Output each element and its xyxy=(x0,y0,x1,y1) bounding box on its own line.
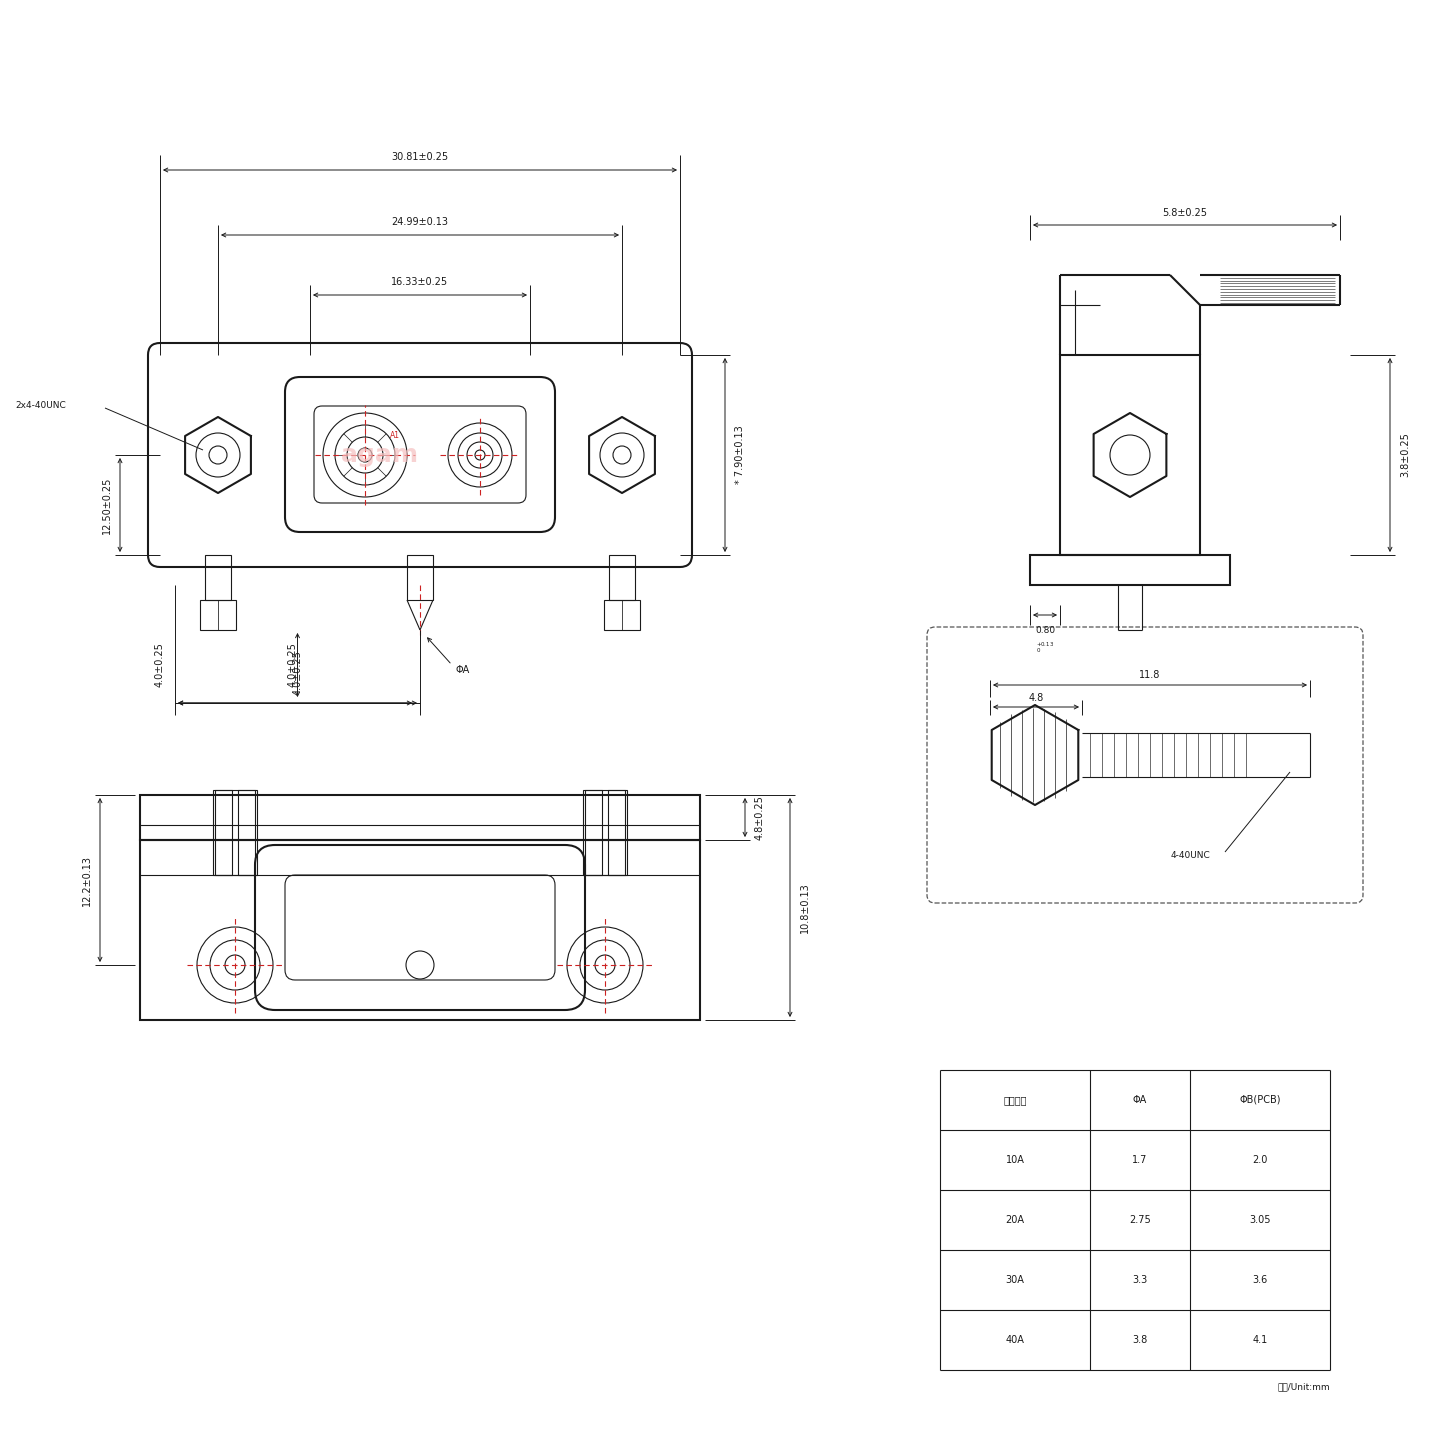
Text: 4.0±0.25: 4.0±0.25 xyxy=(288,642,298,687)
Text: 30A: 30A xyxy=(1005,1274,1024,1284)
Text: ΦB(PCB): ΦB(PCB) xyxy=(1240,1094,1280,1104)
Text: 3.8±0.25: 3.8±0.25 xyxy=(1400,432,1410,478)
Text: 5.8±0.25: 5.8±0.25 xyxy=(1162,207,1208,217)
Text: $^{+0.13}_{0}$: $^{+0.13}_{0}$ xyxy=(1035,639,1054,655)
Text: 40A: 40A xyxy=(1005,1335,1024,1345)
Bar xyxy=(408,554,433,600)
Text: * 7.90±0.13: * 7.90±0.13 xyxy=(734,426,744,484)
Text: 16.33±0.25: 16.33±0.25 xyxy=(392,276,449,287)
Text: 11.8: 11.8 xyxy=(1139,670,1161,680)
Bar xyxy=(215,791,232,876)
Bar xyxy=(200,600,236,631)
Bar xyxy=(583,791,626,876)
Bar xyxy=(609,554,635,600)
Bar xyxy=(204,554,230,600)
Text: 4.0±0.25: 4.0±0.25 xyxy=(156,642,166,687)
Text: 3.05: 3.05 xyxy=(1250,1215,1270,1225)
Bar xyxy=(603,600,639,631)
Text: 4.8: 4.8 xyxy=(1028,693,1044,703)
Bar xyxy=(140,840,700,1020)
Bar xyxy=(1060,356,1200,554)
Text: 4.8±0.25: 4.8±0.25 xyxy=(755,795,765,840)
Text: 2.0: 2.0 xyxy=(1253,1155,1267,1165)
Text: 1.7: 1.7 xyxy=(1132,1155,1148,1165)
Text: 10A: 10A xyxy=(1005,1155,1024,1165)
Bar xyxy=(140,795,700,840)
Bar xyxy=(238,791,255,876)
Text: 0.80: 0.80 xyxy=(1035,626,1056,635)
Text: 12.50±0.25: 12.50±0.25 xyxy=(102,477,112,534)
Text: 24.99±0.13: 24.99±0.13 xyxy=(392,217,448,228)
Text: agam: agam xyxy=(341,444,419,467)
Text: 2x4-40UNC: 2x4-40UNC xyxy=(14,400,66,409)
Text: 3.6: 3.6 xyxy=(1253,1274,1267,1284)
Text: 单位/Unit:mm: 单位/Unit:mm xyxy=(1277,1382,1331,1391)
Text: 额定电流: 额定电流 xyxy=(1004,1094,1027,1104)
Text: 20A: 20A xyxy=(1005,1215,1024,1225)
Text: 10.8±0.13: 10.8±0.13 xyxy=(801,883,809,933)
Text: 3.3: 3.3 xyxy=(1132,1274,1148,1284)
Text: 4.0±0.25: 4.0±0.25 xyxy=(292,649,302,696)
Text: 4-40UNC: 4-40UNC xyxy=(1171,851,1210,860)
Bar xyxy=(1030,554,1230,585)
Text: ΦA: ΦA xyxy=(1133,1094,1148,1104)
Text: 4.1: 4.1 xyxy=(1253,1335,1267,1345)
Bar xyxy=(585,791,602,876)
Text: 3.8: 3.8 xyxy=(1132,1335,1148,1345)
Bar xyxy=(213,791,256,876)
Text: 30.81±0.25: 30.81±0.25 xyxy=(392,153,449,163)
Text: 2.75: 2.75 xyxy=(1129,1215,1151,1225)
Text: A1: A1 xyxy=(390,431,400,441)
Bar xyxy=(608,791,625,876)
Text: 12.2±0.13: 12.2±0.13 xyxy=(82,854,92,906)
Text: ΦA: ΦA xyxy=(455,665,469,675)
